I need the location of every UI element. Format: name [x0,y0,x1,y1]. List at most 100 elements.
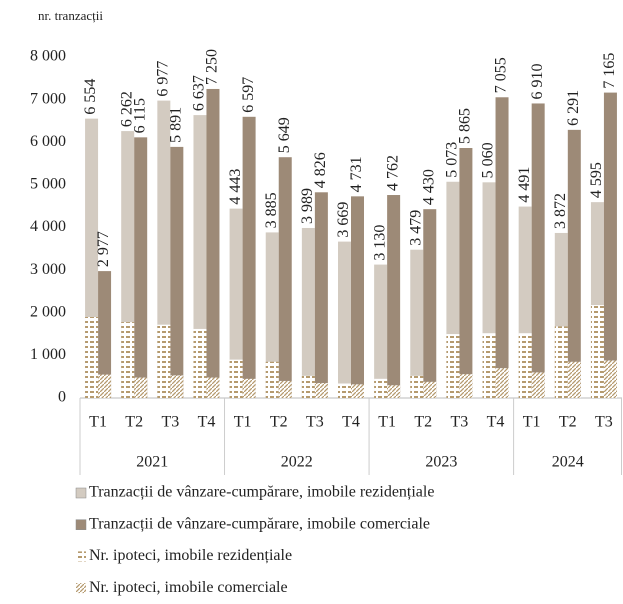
value-label: 3 669 [335,202,352,238]
bar [567,361,581,398]
legend-label: Tranzacții de vânzare-cumpărare, imobile… [89,484,434,501]
y-tick-label: 7 000 [30,90,66,107]
bar [98,374,112,398]
value-label: 5 649 [276,117,293,153]
value-label: 3 872 [552,193,569,229]
value-label: 5 073 [444,142,461,178]
x-tick-label: T4 [487,414,505,431]
x-tick-label: T3 [161,414,179,431]
group-label: 2021 [136,454,168,471]
value-label: 4 731 [348,156,365,192]
bar [157,100,171,398]
group-label: 2024 [552,454,584,471]
bar [265,232,279,398]
bar [242,116,256,399]
y-tick-label: 4 000 [30,218,66,235]
x-tick-label: T2 [414,414,432,431]
value-label: 4 430 [420,169,437,205]
bar [410,375,424,398]
bar [495,368,509,398]
bar [410,249,424,398]
y-tick-label: 5 000 [30,176,66,193]
x-tick-label: T3 [595,414,613,431]
value-label: 6 977 [155,61,172,97]
bar [567,129,581,398]
bar [242,378,256,398]
y-tick-label: 2 000 [30,303,66,320]
x-tick-label: T2 [125,414,143,431]
x-tick-label: T1 [89,414,107,431]
bar [206,88,220,398]
legend-swatch [76,583,86,594]
value-label: 4 826 [312,152,329,188]
bar [531,103,545,399]
x-tick-label: T1 [523,414,541,431]
value-label: 7 250 [204,49,221,85]
value-label: 5 865 [457,108,474,144]
value-label: 6 262 [118,91,135,127]
value-label: 6 554 [82,79,99,115]
bar [229,208,243,398]
bar [374,378,388,398]
value-label: 3 479 [407,210,424,246]
x-tick-label: T4 [342,414,360,431]
bar [387,195,401,398]
legend-label: Tranzacții de vânzare-cumpărare, imobile… [89,515,430,532]
y-tick-label: 1 000 [30,346,66,363]
bar [338,383,351,398]
bar [170,375,184,398]
bar [518,333,532,398]
bar [446,334,460,398]
bar [193,115,207,399]
bar [314,383,328,398]
bar [278,380,292,398]
y-tick-label: 8 000 [30,48,66,65]
bar [157,324,171,398]
bar [314,192,328,398]
value-label: 4 762 [384,155,401,191]
bar [351,384,364,398]
value-label: 2 977 [95,231,112,267]
group-label: 2022 [281,454,313,471]
bar [531,372,545,398]
value-label: 6 910 [529,63,546,99]
bar [603,360,617,398]
value-label: 6 597 [240,77,257,113]
y-tick-label: 0 [58,389,66,406]
legend-label: Nr. ipoteci, imobile comerciale [89,579,288,596]
bar [459,374,473,398]
legend-swatch [76,551,86,562]
x-tick-label: T1 [378,414,396,431]
value-label: 3 130 [371,225,388,261]
bar [374,264,388,398]
bar [590,305,604,398]
value-label: 6 115 [131,98,148,133]
bar [301,227,315,398]
bar [229,359,243,398]
value-label: 7 055 [493,57,510,93]
x-tick-label: T2 [270,414,288,431]
value-label: 4 443 [227,169,244,205]
bar [134,377,148,398]
x-tick-label: T3 [306,414,324,431]
value-label: 6 291 [565,90,582,126]
bar [554,326,568,398]
bar [482,333,496,398]
bar [603,92,617,399]
bar [301,375,315,398]
y-tick-label: 3 000 [30,261,66,278]
bar [206,377,220,398]
bar [423,381,437,398]
value-label: 5 060 [480,142,497,178]
bar [134,137,148,398]
bar [338,241,351,398]
bar [351,196,364,398]
value-label: 5 891 [168,107,185,143]
value-label: 3 885 [263,192,280,228]
y-axis-label: nr. tranzacții [38,8,103,23]
x-tick-label: T3 [451,414,469,431]
bar [121,322,135,398]
bar [193,328,207,398]
bar [459,148,473,398]
value-label: 6 637 [191,75,208,111]
